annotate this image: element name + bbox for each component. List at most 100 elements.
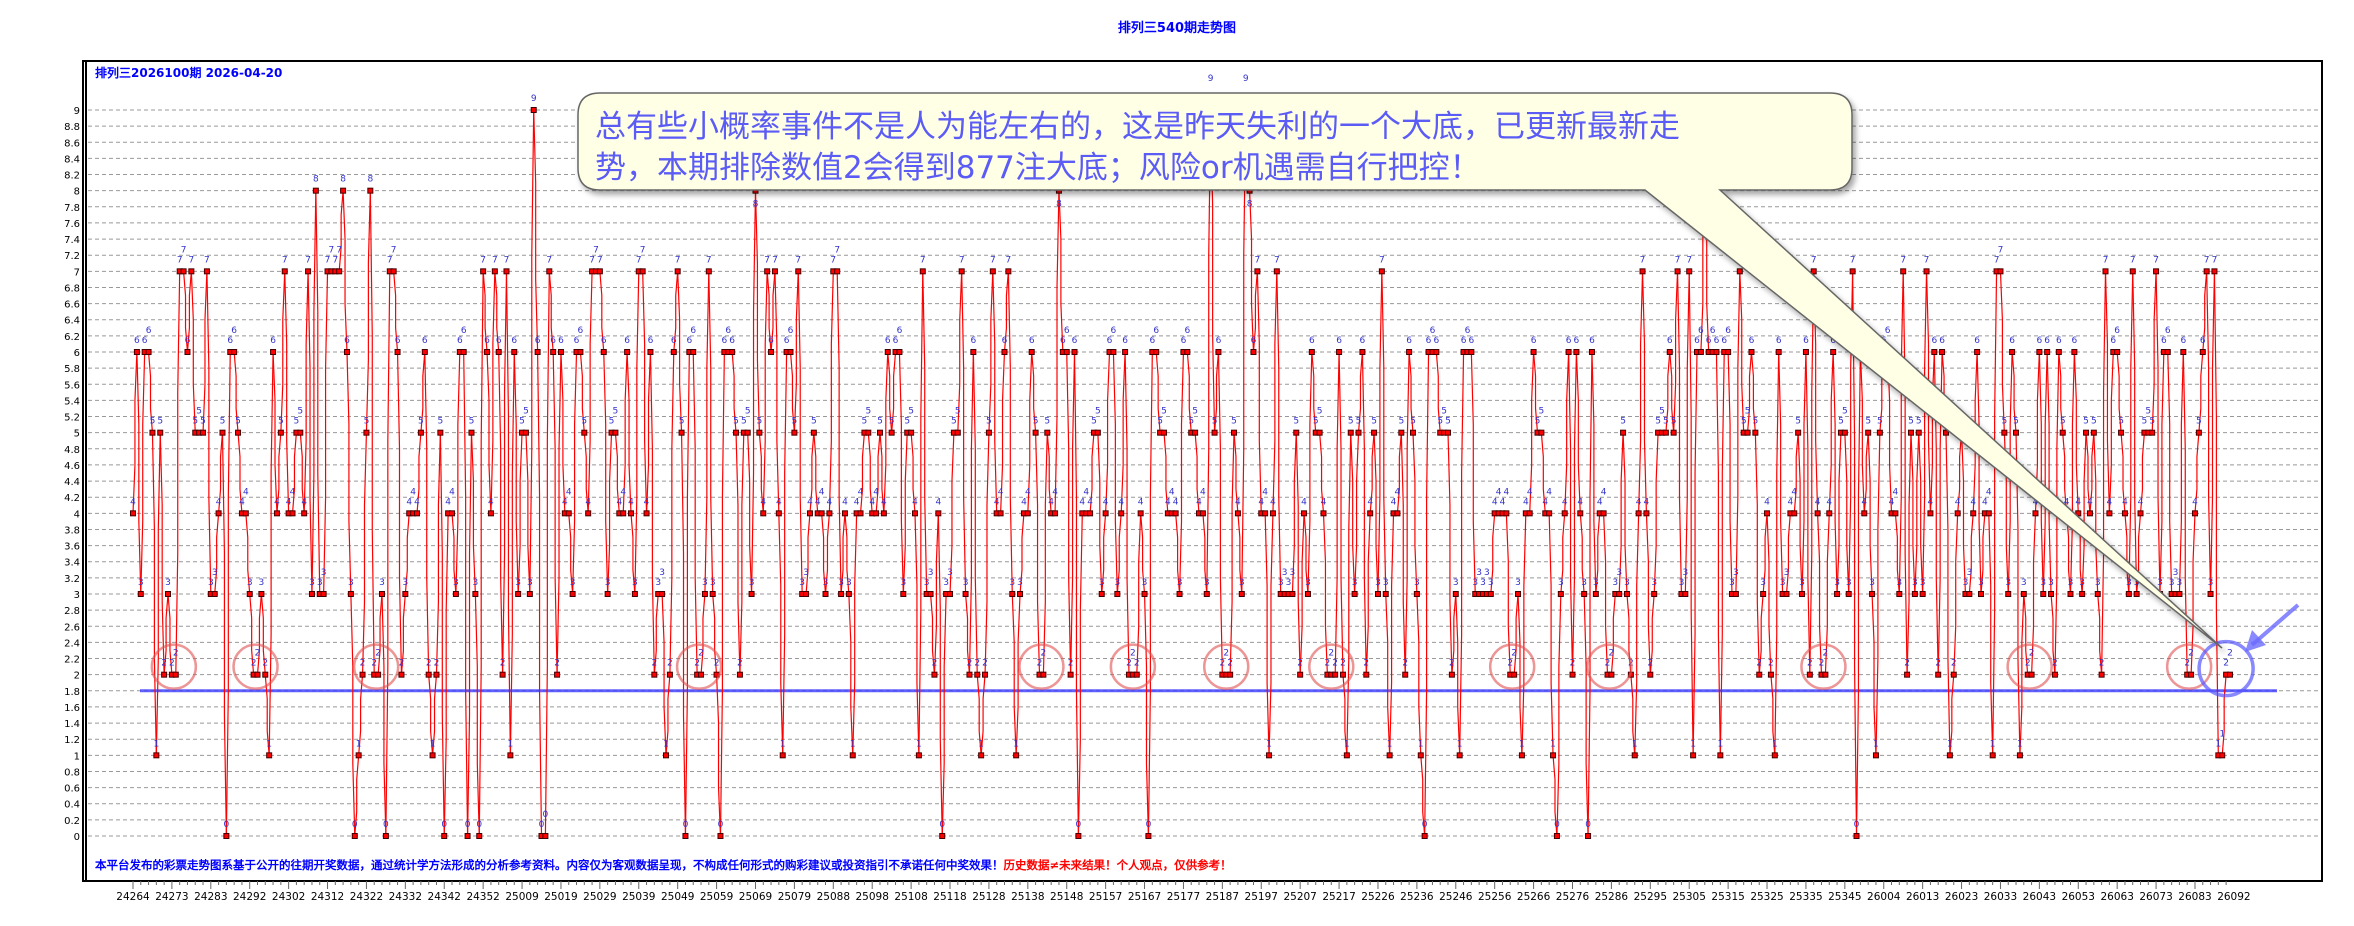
y-tick-label: 5.4 xyxy=(64,396,80,407)
data-label: 5 xyxy=(235,417,241,427)
data-label: 3 xyxy=(1476,568,1482,578)
highlight-circle xyxy=(675,643,723,690)
data-point xyxy=(1386,752,1393,759)
series-segment xyxy=(1793,432,1799,514)
data-point xyxy=(2051,671,2058,678)
series-segment xyxy=(435,432,441,675)
x-tick-label: 24352 xyxy=(466,891,499,903)
data-label: 5 xyxy=(679,417,685,427)
data-label: 5 xyxy=(1157,417,1163,427)
x-tick-label: 26023 xyxy=(1945,891,1978,903)
data-label: 5 xyxy=(364,417,370,427)
series-segment xyxy=(1186,351,1192,433)
x-tick-label: 25236 xyxy=(1400,891,1434,903)
data-point xyxy=(301,510,308,517)
series-segment xyxy=(630,513,636,595)
data-label: 6 xyxy=(721,336,727,346)
data-label: 3 xyxy=(1682,568,1688,578)
series-segment xyxy=(2124,513,2130,595)
data-point xyxy=(880,510,887,517)
series-segment xyxy=(225,351,231,837)
x-tick-label: 24273 xyxy=(155,891,188,903)
data-point xyxy=(464,833,471,839)
data-label: 3 xyxy=(2021,578,2027,588)
data-point xyxy=(503,268,510,275)
data-label: 1 xyxy=(850,739,856,749)
data-label: 3 xyxy=(321,568,327,578)
data-point xyxy=(1406,349,1413,355)
data-point xyxy=(876,429,883,436)
series-segment xyxy=(1992,271,1998,756)
series-segment xyxy=(1949,674,1955,756)
data-label: 3 xyxy=(570,578,576,588)
series-segment xyxy=(1653,432,1659,595)
series-segment xyxy=(572,351,578,595)
data-label: 4 xyxy=(1597,497,1603,507)
data-label: 2 xyxy=(1819,659,1825,669)
data-point xyxy=(985,429,992,436)
data-point xyxy=(678,429,685,436)
series-segment xyxy=(1922,271,1928,595)
series-segment xyxy=(692,351,698,675)
series-segment xyxy=(1548,513,1554,756)
x-tick-label: 25138 xyxy=(1011,891,1044,903)
y-tick-label: 8.8 xyxy=(64,122,80,133)
series-segment xyxy=(673,271,679,353)
data-point xyxy=(1771,752,1778,759)
data-point xyxy=(1075,833,1082,839)
series-segment xyxy=(1855,351,1861,837)
data-point xyxy=(1211,429,1218,436)
data-label: 5 xyxy=(200,417,206,427)
data-point xyxy=(908,429,915,436)
data-point xyxy=(1102,510,1109,517)
series-segment xyxy=(1540,432,1546,514)
data-label: 3 xyxy=(1799,578,1805,588)
x-tick-label: 25197 xyxy=(1245,891,1278,903)
data-label: 4 xyxy=(620,487,626,497)
data-label: 0 xyxy=(939,820,945,830)
series-line xyxy=(132,109,2230,837)
series-segment xyxy=(1785,513,1791,595)
data-label: 2 xyxy=(1340,659,1346,669)
data-label: 1 xyxy=(266,739,272,749)
series-segment xyxy=(2104,271,2110,514)
data-label: 3 xyxy=(309,578,315,588)
data-label: 6 xyxy=(1885,326,1891,336)
series-segment xyxy=(1385,593,1391,756)
series-segment xyxy=(1960,432,1967,595)
data-point xyxy=(2009,349,2016,355)
series-segment xyxy=(700,593,706,675)
series-segment xyxy=(1369,432,1375,514)
data-point xyxy=(460,349,467,355)
data-label: 3 xyxy=(2208,578,2214,588)
series-segment xyxy=(1727,351,1733,595)
data-label: 2 xyxy=(371,659,377,669)
series-segment xyxy=(1762,513,1768,595)
data-point xyxy=(1985,510,1992,517)
data-label: 6 xyxy=(2114,326,2120,336)
data-label: 2 xyxy=(974,659,980,669)
data-label: 4 xyxy=(858,487,864,497)
data-point xyxy=(1215,349,1222,355)
series-segment xyxy=(782,351,788,756)
data-point xyxy=(1114,591,1121,597)
series-segment xyxy=(778,513,784,756)
data-point xyxy=(1764,510,1771,517)
data-label: 4 xyxy=(1889,497,1895,507)
data-point xyxy=(1087,510,1094,517)
data-point xyxy=(978,752,985,759)
series-segment xyxy=(509,351,515,756)
data-point xyxy=(359,671,366,678)
data-point xyxy=(1799,591,1806,597)
x-tick-label: 25256 xyxy=(1478,891,1512,903)
data-label: 2 xyxy=(694,659,700,669)
data-label: 3 xyxy=(710,578,716,588)
data-point xyxy=(297,429,304,436)
data-point xyxy=(211,591,218,597)
data-point xyxy=(390,268,397,275)
data-label: 4 xyxy=(2033,497,2039,507)
data-label: 3 xyxy=(1651,578,1657,588)
data-point xyxy=(2125,591,2132,597)
series-segment xyxy=(1295,432,1301,675)
series-segment xyxy=(505,271,511,756)
